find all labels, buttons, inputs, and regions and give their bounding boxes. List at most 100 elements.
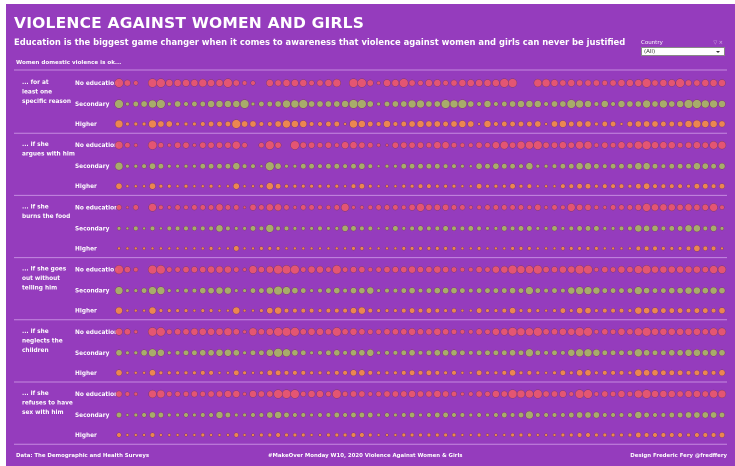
bubble-point[interactable] — [266, 369, 273, 376]
bubble-point[interactable] — [610, 101, 616, 107]
bubble-point[interactable] — [685, 79, 692, 87]
bubble-point[interactable] — [468, 412, 473, 418]
bubble-point[interactable] — [383, 79, 391, 87]
bubble-point[interactable] — [233, 369, 240, 376]
bubble-point[interactable] — [517, 100, 525, 108]
bubble-point[interactable] — [156, 389, 166, 399]
bubble-point[interactable] — [602, 412, 608, 418]
bubble-point[interactable] — [258, 390, 265, 398]
bubble-point[interactable] — [114, 78, 124, 88]
bubble-point[interactable] — [274, 203, 282, 212]
bubble-point[interactable] — [525, 100, 534, 108]
bubble-point[interactable] — [124, 79, 131, 87]
bubble-point[interactable] — [216, 141, 223, 149]
bubble-point[interactable] — [634, 306, 643, 315]
bubble-point[interactable] — [641, 264, 652, 275]
bubble-point[interactable] — [392, 288, 398, 294]
bubble-point[interactable] — [266, 79, 274, 87]
bubble-point[interactable] — [601, 121, 608, 127]
bubble-point[interactable] — [451, 225, 457, 231]
bubble-point[interactable] — [610, 287, 617, 294]
bubble-point[interactable] — [501, 163, 508, 170]
bubble-point[interactable] — [509, 204, 516, 211]
bubble-point[interactable] — [259, 432, 264, 438]
bubble-point[interactable] — [207, 79, 215, 87]
bubble-point[interactable] — [251, 371, 255, 375]
bubble-point[interactable] — [199, 266, 207, 273]
bubble-point[interactable] — [357, 99, 367, 109]
bubble-point[interactable] — [376, 412, 381, 418]
bubble-point[interactable] — [602, 308, 608, 314]
bubble-point[interactable] — [536, 433, 540, 437]
bubble-point[interactable] — [684, 349, 693, 357]
bubble-point[interactable] — [115, 306, 123, 315]
bubble-point[interactable] — [677, 369, 684, 376]
bubble-point[interactable] — [426, 225, 432, 231]
bubble-point[interactable] — [275, 369, 282, 376]
bubble-point[interactable] — [544, 122, 548, 126]
bubble-point[interactable] — [385, 143, 389, 147]
bubble-point[interactable] — [609, 79, 617, 87]
bubble-point[interactable] — [401, 432, 406, 438]
bubble-point[interactable] — [208, 184, 214, 189]
bubble-point[interactable] — [326, 184, 331, 189]
bubble-point[interactable] — [676, 328, 684, 336]
bubble-point[interactable] — [358, 120, 366, 128]
bubble-point[interactable] — [693, 224, 701, 233]
bubble-point[interactable] — [242, 433, 247, 437]
bubble-point[interactable] — [250, 287, 256, 294]
bubble-point[interactable] — [583, 327, 593, 337]
bubble-point[interactable] — [542, 266, 550, 273]
bubble-point[interactable] — [502, 433, 506, 437]
bubble-point[interactable] — [460, 433, 465, 437]
bubble-point[interactable] — [167, 164, 172, 169]
bubble-point[interactable] — [392, 328, 399, 336]
bubble-point[interactable] — [281, 264, 292, 275]
bubble-point[interactable] — [593, 204, 599, 210]
bubble-point[interactable] — [668, 328, 676, 336]
bubble-point[interactable] — [559, 141, 567, 149]
bubble-point[interactable] — [559, 100, 567, 108]
bubble-point[interactable] — [140, 349, 148, 357]
bubble-point[interactable] — [535, 412, 541, 418]
bubble-point[interactable] — [693, 245, 701, 252]
bubble-point[interactable] — [567, 203, 576, 212]
bubble-point[interactable] — [375, 328, 382, 335]
bubble-point[interactable] — [158, 184, 164, 189]
bubble-point[interactable] — [133, 391, 138, 397]
bubble-point[interactable] — [559, 79, 567, 87]
bubble-point[interactable] — [644, 432, 650, 438]
bubble-point[interactable] — [242, 226, 247, 231]
bubble-point[interactable] — [350, 287, 357, 294]
bubble-point[interactable] — [300, 349, 307, 356]
bubble-point[interactable] — [602, 163, 608, 169]
bubble-point[interactable] — [192, 433, 197, 437]
bubble-point[interactable] — [175, 121, 180, 127]
bubble-point[interactable] — [518, 204, 524, 211]
bubble-point[interactable] — [594, 370, 599, 375]
bubble-point[interactable] — [258, 121, 264, 127]
bubble-point[interactable] — [709, 265, 718, 274]
bubble-point[interactable] — [500, 265, 509, 274]
bubble-point[interactable] — [560, 246, 566, 251]
bubble-point[interactable] — [516, 327, 526, 337]
bubble-point[interactable] — [299, 328, 307, 336]
bubble-point[interactable] — [460, 184, 465, 188]
bubble-point[interactable] — [476, 246, 482, 251]
bubble-point[interactable] — [643, 120, 650, 128]
bubble-point[interactable] — [459, 329, 465, 335]
bubble-point[interactable] — [142, 371, 146, 375]
bubble-point[interactable] — [366, 349, 375, 357]
bubble-point[interactable] — [484, 163, 491, 170]
bubble-point[interactable] — [542, 328, 550, 336]
bubble-point[interactable] — [702, 183, 709, 190]
bubble-point[interactable] — [134, 184, 138, 188]
bubble-point[interactable] — [140, 100, 148, 108]
bubble-point[interactable] — [536, 184, 540, 188]
bubble-point[interactable] — [652, 245, 658, 251]
bubble-point[interactable] — [317, 142, 323, 149]
bubble-point[interactable] — [133, 121, 138, 127]
bubble-point[interactable] — [333, 163, 340, 170]
bubble-point[interactable] — [242, 412, 247, 418]
bubble-point[interactable] — [350, 432, 357, 438]
